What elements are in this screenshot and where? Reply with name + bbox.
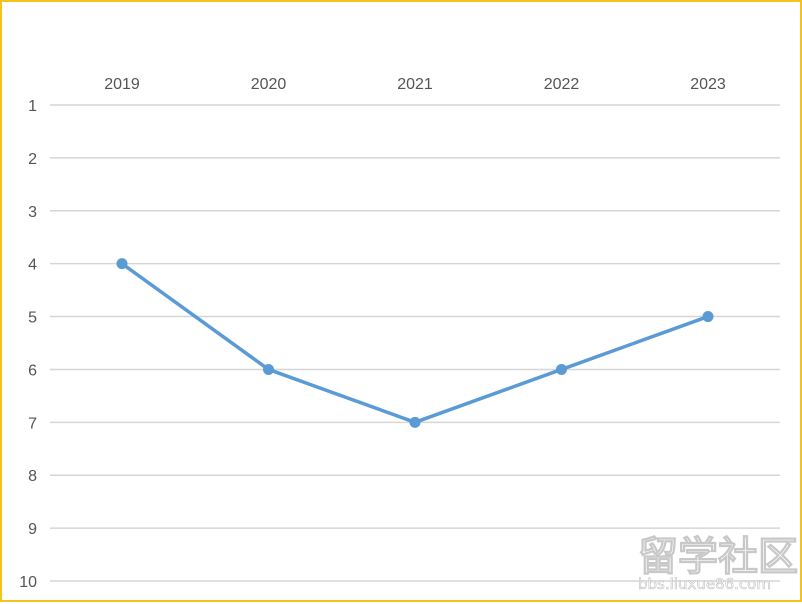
data-point-2023 [702,311,714,323]
data-point-2020 [263,363,274,375]
y-tick-label-5: 5 [28,310,37,327]
y-tick-label-10: 10 [19,574,37,591]
watermark-main-text: 留学社区 [638,534,798,580]
series-layer [116,258,714,428]
y-tick-label-2: 2 [28,151,37,168]
watermark-sub-text: bbs.liuxue86.com [638,575,771,593]
x-tick-label-2019: 2019 [104,76,140,93]
data-point-2022 [556,363,567,375]
data-point-2021 [409,416,421,428]
x-tick-label-2023: 2023 [690,76,726,93]
y-axis-tick-labels: 1 2 3 4 5 6 7 8 9 10 [19,98,37,591]
y-tick-label-1: 1 [28,98,37,115]
y-tick-label-6: 6 [28,362,37,379]
x-axis-tick-labels: 2019 2020 2021 2022 2023 [104,76,726,93]
data-point-2019 [116,258,128,270]
y-tick-label-8: 8 [28,468,37,485]
series-line-0 [120,261,710,425]
x-tick-label-2022: 2022 [544,76,580,93]
x-tick-label-2021: 2021 [397,76,433,93]
y-tick-label-7: 7 [28,415,37,432]
y-tick-label-9: 9 [28,521,37,538]
y-tick-label-4: 4 [28,257,37,274]
watermark-logo: 留学社区 bbs.liuxue86.com [638,534,799,594]
x-tick-label-2020: 2020 [251,76,287,93]
gridlines [50,104,780,582]
y-tick-label-3: 3 [28,204,37,221]
